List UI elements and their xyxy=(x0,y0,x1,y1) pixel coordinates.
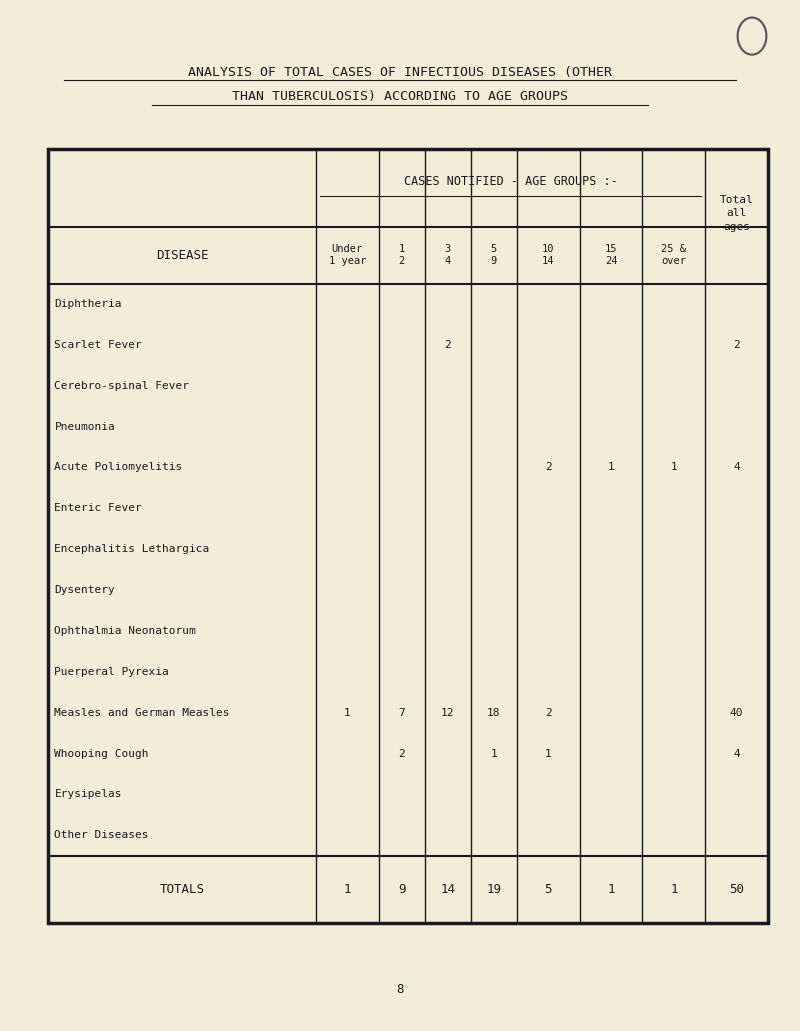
Text: Puerperal Pyrexia: Puerperal Pyrexia xyxy=(54,667,169,676)
Text: Scarlet Fever: Scarlet Fever xyxy=(54,340,142,350)
Text: 2: 2 xyxy=(545,707,552,718)
Text: 5
9: 5 9 xyxy=(490,244,497,266)
Text: CASES NOTIFIED - AGE GROUPS :-: CASES NOTIFIED - AGE GROUPS :- xyxy=(404,175,618,189)
Text: Diphtheria: Diphtheria xyxy=(54,299,122,309)
Text: 12: 12 xyxy=(441,707,454,718)
Text: 7: 7 xyxy=(398,707,405,718)
Text: 18: 18 xyxy=(487,707,501,718)
Text: 1: 1 xyxy=(670,883,678,896)
Text: 1: 1 xyxy=(608,463,614,472)
Text: ANALYSIS OF TOTAL CASES OF INFECTIOUS DISEASES (OTHER: ANALYSIS OF TOTAL CASES OF INFECTIOUS DI… xyxy=(188,66,612,78)
Text: 1: 1 xyxy=(490,749,497,759)
Text: 14: 14 xyxy=(440,883,455,896)
Text: 10
14: 10 14 xyxy=(542,244,554,266)
Text: 5: 5 xyxy=(545,883,552,896)
Text: 2: 2 xyxy=(444,340,451,350)
Text: Whooping Cough: Whooping Cough xyxy=(54,749,149,759)
Text: THAN TUBERCULOSIS) ACCORDING TO AGE GROUPS: THAN TUBERCULOSIS) ACCORDING TO AGE GROU… xyxy=(232,91,568,103)
Text: 40: 40 xyxy=(730,707,743,718)
Text: 1: 1 xyxy=(607,883,614,896)
Text: Measles and German Measles: Measles and German Measles xyxy=(54,707,230,718)
Text: Ophthalmia Neonatorum: Ophthalmia Neonatorum xyxy=(54,626,196,636)
Text: Cerebro-spinal Fever: Cerebro-spinal Fever xyxy=(54,380,190,391)
Text: Enteric Fever: Enteric Fever xyxy=(54,503,142,513)
Text: 4: 4 xyxy=(734,749,740,759)
Text: Under
1 year: Under 1 year xyxy=(329,244,366,266)
Text: 9: 9 xyxy=(398,883,406,896)
Text: 1: 1 xyxy=(670,463,677,472)
Text: 25 &
over: 25 & over xyxy=(662,244,686,266)
Text: TOTALS: TOTALS xyxy=(159,883,205,896)
Text: Erysipelas: Erysipelas xyxy=(54,790,122,799)
Bar xyxy=(48,149,768,923)
Text: Pneumonia: Pneumonia xyxy=(54,422,115,432)
Text: 8: 8 xyxy=(396,984,404,996)
Text: Encephalitis Lethargica: Encephalitis Lethargica xyxy=(54,544,210,555)
Text: DISEASE: DISEASE xyxy=(156,248,208,262)
Text: Other Diseases: Other Diseases xyxy=(54,830,149,840)
Text: 1
2: 1 2 xyxy=(398,244,405,266)
Text: 1: 1 xyxy=(545,749,552,759)
Text: 2: 2 xyxy=(545,463,552,472)
Text: Total
all
ages: Total all ages xyxy=(720,195,754,232)
Text: 3
4: 3 4 xyxy=(445,244,451,266)
Text: 2: 2 xyxy=(398,749,405,759)
Text: 4: 4 xyxy=(734,463,740,472)
Text: 2: 2 xyxy=(734,340,740,350)
Text: 1: 1 xyxy=(343,883,351,896)
Text: 15
24: 15 24 xyxy=(605,244,618,266)
Text: 50: 50 xyxy=(729,883,744,896)
Text: 1: 1 xyxy=(344,707,350,718)
Text: 19: 19 xyxy=(486,883,502,896)
Text: Dysentery: Dysentery xyxy=(54,585,115,595)
Text: Acute Poliomyelitis: Acute Poliomyelitis xyxy=(54,463,182,472)
